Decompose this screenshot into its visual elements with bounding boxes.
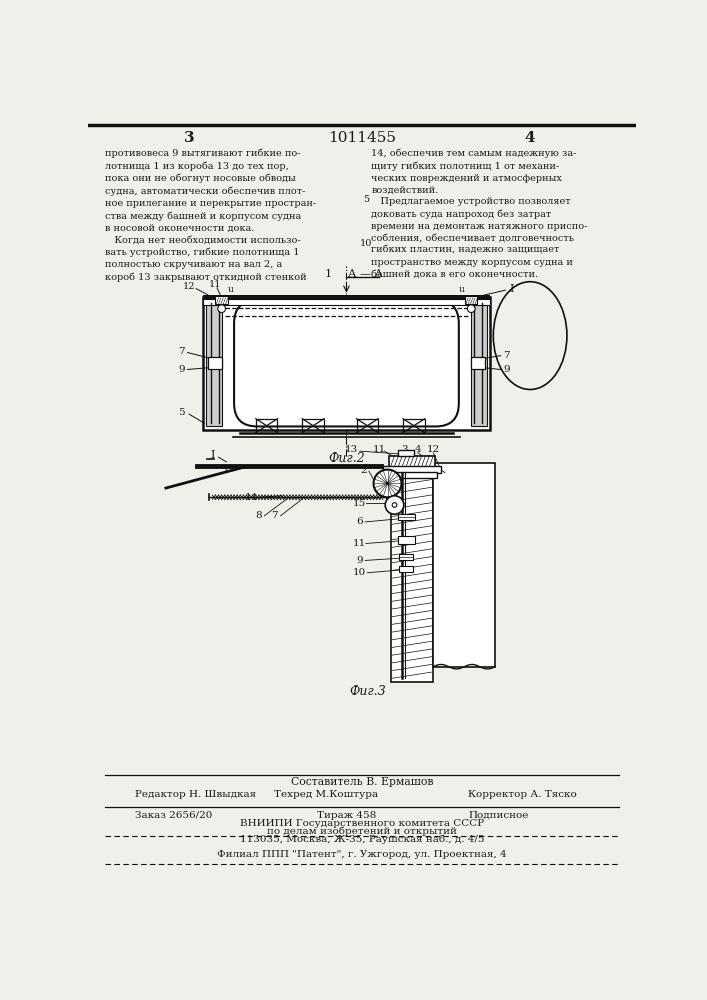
Bar [389,456,435,466]
Text: ВНИИПИ Государственного комитета СССР: ВНИИПИ Государственного комитета СССР [240,819,484,828]
Bar [391,463,433,682]
Text: противовеса 9 вытягивают гибкие по-
лотнища 1 из короба 13 до тех пор,
пока они : противовеса 9 вытягивают гибкие по- лотн… [105,148,317,282]
Text: 6: 6 [356,517,363,526]
Text: А — А: А — А [348,269,383,279]
Text: Корректор А. Тяско: Корректор А. Тяско [468,790,577,799]
Bar [399,566,413,572]
Bar [208,357,222,369]
Bar [303,419,324,433]
Bar [387,472,437,478]
Text: 11: 11 [209,280,222,289]
Circle shape [218,305,226,312]
Text: Фиг.2: Фиг.2 [328,452,365,465]
Circle shape [373,470,402,497]
Bar [465,296,477,304]
Text: 8: 8 [255,511,262,520]
Text: 7: 7 [503,351,510,360]
Text: u: u [228,285,234,294]
Text: 15: 15 [353,499,366,508]
Text: 7: 7 [178,347,185,356]
Text: 4: 4 [525,131,535,145]
Text: Подписное: Подписное [468,811,529,820]
Bar [397,514,414,520]
Text: 9: 9 [503,365,510,374]
Bar [203,297,490,430]
Text: 10: 10 [353,568,366,577]
Text: Тираж 458: Тираж 458 [317,811,376,820]
Text: Фиг.3: Фиг.3 [349,685,386,698]
Text: I: I [509,284,514,294]
Text: 12: 12 [183,282,195,291]
FancyBboxPatch shape [234,300,459,426]
Text: по делам изобретений и открытий: по делам изобретений и открытий [267,827,457,836]
Text: u: u [459,285,465,294]
Bar [203,295,490,299]
Circle shape [385,496,404,514]
Text: 14: 14 [245,493,258,502]
Text: 13: 13 [345,445,358,454]
Text: 7: 7 [271,511,278,520]
Text: Составитель В. Ермашов: Составитель В. Ермашов [291,777,433,787]
Text: 4: 4 [414,445,421,454]
Text: 11: 11 [373,445,385,454]
Text: 1011455: 1011455 [328,131,396,145]
Bar [399,554,413,560]
Text: 12: 12 [426,445,440,454]
Circle shape [467,305,475,312]
Text: 2: 2 [360,466,367,475]
Bar [472,300,486,426]
Bar [472,357,485,369]
Text: I: I [210,450,215,460]
Bar [203,299,490,305]
Circle shape [392,503,397,507]
Bar [433,463,495,667]
Bar [472,300,486,426]
Text: Редактор Н. Швыдкая: Редактор Н. Швыдкая [135,790,256,799]
Bar [403,419,425,433]
Text: Техред М.Коштура: Техред М.Коштура [274,790,378,799]
Text: 14, обеспечив тем самым надежную за-
щиту гибких полотнищ 1 от механи-
ческих по: 14, обеспечив тем самым надежную за- щит… [371,148,588,279]
Text: 3: 3 [184,131,194,145]
Bar [256,419,277,433]
Bar [398,450,414,456]
Text: 5: 5 [363,195,369,204]
Text: 11: 11 [353,539,366,548]
Bar [397,536,414,544]
Text: Филиал ППП "Патент", г. Ужгород, ул. Проектная, 4: Филиал ППП "Патент", г. Ужгород, ул. Про… [217,850,507,859]
Text: 1: 1 [223,466,230,475]
Text: 3: 3 [402,445,408,454]
Circle shape [386,482,389,485]
Bar [206,300,222,426]
Text: 5: 5 [178,408,185,417]
Text: 1: 1 [325,269,332,279]
Text: 9: 9 [356,556,363,565]
Text: 9: 9 [178,365,185,374]
Bar [356,419,378,433]
Bar [216,296,228,304]
Bar [383,466,441,473]
Text: Заказ 2656/20: Заказ 2656/20 [135,811,212,820]
Bar [206,300,222,426]
Text: 113035, Москва, Ж-35, Раушская наб., д. 4/5: 113035, Москва, Ж-35, Раушская наб., д. … [240,834,484,844]
Text: 10: 10 [360,239,372,248]
